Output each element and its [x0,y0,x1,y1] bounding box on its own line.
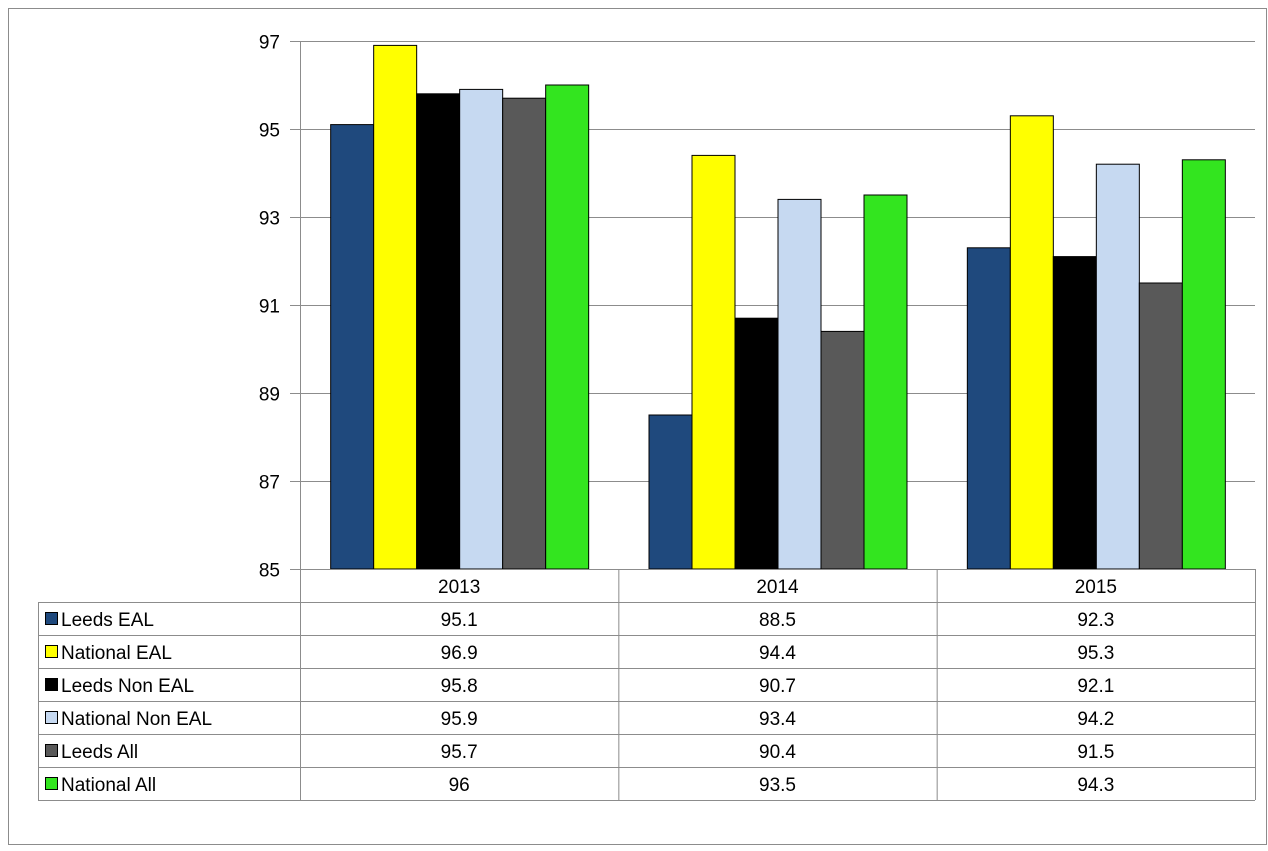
data-label-national-all-2014: 93.5 [759,775,796,796]
y-tick-label: 97 [259,33,280,54]
y-tick-label: 95 [259,121,280,142]
data-label-national-eal-2014: 94.4 [759,643,796,664]
y-tick-label: 87 [259,473,280,494]
bar-leeds-non-eal-2014 [734,317,779,570]
data-table: 2013 2014 2015 Leeds EAL 95.1 88.5 92.3 Nationa… [38,569,1256,801]
data-label-national-non-eal-2014: 93.4 [759,709,796,730]
data-label-leeds-eal-2014: 88.5 [759,610,796,631]
bar-national-eal-2013 [373,44,418,570]
data-label-national-non-eal-2013: 95.9 [441,709,478,730]
bar-leeds-eal-2014 [648,414,693,570]
data-label-leeds-non-eal-2015: 92.1 [1077,676,1114,697]
bar-leeds-eal-2015 [966,247,1011,570]
legend-key-leeds-all [45,744,58,757]
data-label-leeds-eal-2015: 92.3 [1077,610,1114,631]
data-label-leeds-all-2014: 90.4 [759,742,796,763]
x-category-label: 2014 [756,577,799,598]
data-label-leeds-non-eal-2014: 90.7 [759,676,796,697]
bar-national-non-eal-2015 [1095,163,1140,570]
bar-leeds-eal-2013 [330,124,375,570]
legend-label-leeds-non-eal: Leeds Non EAL [61,676,194,697]
legend-label-leeds-eal: Leeds EAL [61,610,154,631]
legend-label-national-eal: National EAL [61,643,172,664]
bar-leeds-all-2015 [1138,282,1183,570]
data-label-leeds-eal-2013: 95.1 [441,610,478,631]
bar-leeds-non-eal-2015 [1052,256,1097,570]
legend-key-national-all [45,777,58,790]
data-label-national-all-2015: 94.3 [1077,775,1114,796]
data-label-leeds-all-2013: 95.7 [441,742,478,763]
legend-label-leeds-all: Leeds All [61,742,138,763]
legend-key-leeds-non-eal [45,678,58,691]
data-label-national-eal-2013: 96.9 [441,643,478,664]
legend-key-national-eal [45,645,58,658]
legend-key-leeds-eal [45,612,58,625]
bar-leeds-all-2014 [820,330,865,570]
y-tick-label: 85 [259,561,280,582]
bar-national-non-eal-2013 [459,88,504,570]
y-axis: 85 87 89 91 93 95 97 [259,33,301,582]
bar-national-non-eal-2014 [777,198,822,570]
data-label-leeds-all-2015: 91.5 [1077,742,1114,763]
y-tick-label: 91 [259,297,280,318]
legend-key-national-non-eal [45,711,58,724]
legend-label-national-all: National All [61,775,156,796]
data-label-national-eal-2015: 95.3 [1077,643,1114,664]
data-label-leeds-non-eal-2013: 95.8 [441,676,478,697]
bars [330,44,1226,570]
x-category-label: 2015 [1075,577,1117,598]
data-label-national-all-2013: 96 [449,775,470,796]
x-category-label: 2013 [438,577,480,598]
bar-national-eal-2015 [1009,115,1054,570]
y-tick-label: 93 [259,209,280,230]
bar-national-all-2013 [545,84,590,570]
legend-label-national-non-eal: National Non EAL [61,709,212,730]
bar-national-all-2015 [1181,159,1226,570]
bar-leeds-all-2013 [502,97,547,570]
bar-national-all-2014 [863,194,908,570]
bar-national-eal-2014 [691,154,736,570]
data-label-national-non-eal-2015: 94.2 [1077,709,1114,730]
y-tick-label: 89 [259,385,280,406]
bar-leeds-non-eal-2013 [416,93,461,570]
